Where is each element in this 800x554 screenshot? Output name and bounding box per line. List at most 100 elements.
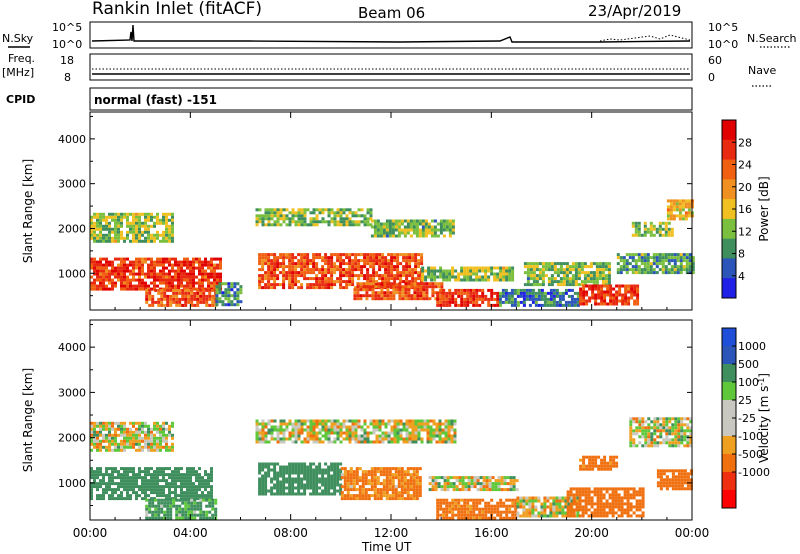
power-cell <box>120 263 123 267</box>
velocity-cell <box>432 428 436 432</box>
power-cell <box>552 303 556 307</box>
power-cell <box>120 233 123 237</box>
power-cell <box>511 269 515 273</box>
power-cell <box>294 277 298 281</box>
power-cell <box>380 282 384 286</box>
velocity-cell <box>285 422 289 426</box>
velocity-cell <box>372 419 376 423</box>
power-cell <box>150 224 153 228</box>
power-cell <box>416 294 420 298</box>
power-cell <box>522 291 526 295</box>
velocity-cell <box>267 489 271 493</box>
power-cell <box>339 214 343 218</box>
power-cell <box>321 277 325 281</box>
velocity-cell <box>373 479 377 483</box>
power-cell <box>437 282 441 286</box>
power-cell <box>114 224 117 228</box>
power-cell <box>163 303 167 307</box>
power-cell <box>156 272 159 276</box>
power-cell <box>475 272 479 276</box>
velocity-cell <box>436 516 440 520</box>
power-cell <box>667 271 671 275</box>
power-cell <box>276 223 280 227</box>
power-cell <box>507 297 511 301</box>
power-cell <box>433 225 437 229</box>
power-cell <box>586 271 590 275</box>
velocity-cell <box>145 513 149 517</box>
velocity-cell <box>324 422 328 426</box>
power-cell <box>303 220 307 224</box>
power-cell <box>165 239 168 243</box>
power-cell <box>204 260 207 264</box>
velocity-cell <box>370 482 374 486</box>
power-cell <box>171 230 174 234</box>
velocity-cell <box>372 422 376 426</box>
power-cell <box>138 215 141 219</box>
power-cell <box>123 275 126 279</box>
velocity-cell <box>315 437 319 441</box>
velocity-cell <box>264 471 268 475</box>
velocity-cell <box>156 427 159 431</box>
velocity-cell <box>282 471 286 475</box>
power-cell <box>439 219 443 223</box>
power-cell <box>90 281 93 285</box>
velocity-cell <box>367 494 371 498</box>
velocity-cell <box>512 485 516 489</box>
velocity-cell <box>196 513 200 517</box>
velocity-cell <box>458 482 462 486</box>
velocity-cell <box>150 473 153 477</box>
power-cell <box>448 228 452 232</box>
velocity-cell <box>381 419 385 423</box>
velocity-cell <box>375 422 379 426</box>
power-cell <box>558 303 562 307</box>
power-cell <box>387 268 391 272</box>
power-cell <box>421 222 425 226</box>
velocity-cell <box>499 513 503 517</box>
power-cell <box>366 274 370 278</box>
power-cell <box>673 262 677 266</box>
power-cell <box>282 277 286 281</box>
power-cell <box>679 253 683 257</box>
velocity-cell <box>576 499 580 503</box>
velocity-cell <box>144 479 147 483</box>
velocity-cell <box>397 476 401 480</box>
power-region-9 <box>436 288 500 307</box>
power-cell <box>676 256 680 260</box>
velocity-cell <box>414 419 418 423</box>
velocity-cell <box>288 465 292 469</box>
power-cell <box>363 262 367 266</box>
velocity-cell <box>453 431 457 435</box>
station-title: Rankin Inlet (fitACF) <box>92 0 262 19</box>
power-cell <box>636 296 640 300</box>
velocity-cell <box>187 507 191 511</box>
velocity-cell <box>114 476 117 480</box>
power-cell <box>384 268 388 272</box>
velocity-cell <box>472 510 476 514</box>
power-cell <box>324 274 328 278</box>
velocity-cell <box>351 431 355 435</box>
velocity-cell <box>327 431 331 435</box>
velocity-cell <box>346 494 350 498</box>
power-cell <box>658 221 662 225</box>
velocity-cell <box>373 485 377 489</box>
power-cell <box>379 234 383 238</box>
power-cell <box>658 256 662 260</box>
velocity-cell <box>258 468 262 472</box>
power-cell <box>366 268 370 272</box>
velocity-cell <box>472 513 476 517</box>
velocity-cell <box>163 498 167 502</box>
velocity-cell <box>373 476 377 480</box>
power-cell <box>153 269 156 273</box>
velocity-cell <box>294 431 298 435</box>
velocity-cell <box>93 479 96 483</box>
velocity-cell <box>324 477 328 481</box>
power-cell <box>675 205 679 209</box>
velocity-cell <box>572 502 576 506</box>
power-cell <box>413 297 417 301</box>
power-cell <box>264 253 268 257</box>
velocity-cell <box>369 431 373 435</box>
velocity-cell <box>454 501 458 505</box>
velocity-cell <box>405 425 409 429</box>
power-cell <box>628 262 632 266</box>
velocity-cell <box>336 465 340 469</box>
